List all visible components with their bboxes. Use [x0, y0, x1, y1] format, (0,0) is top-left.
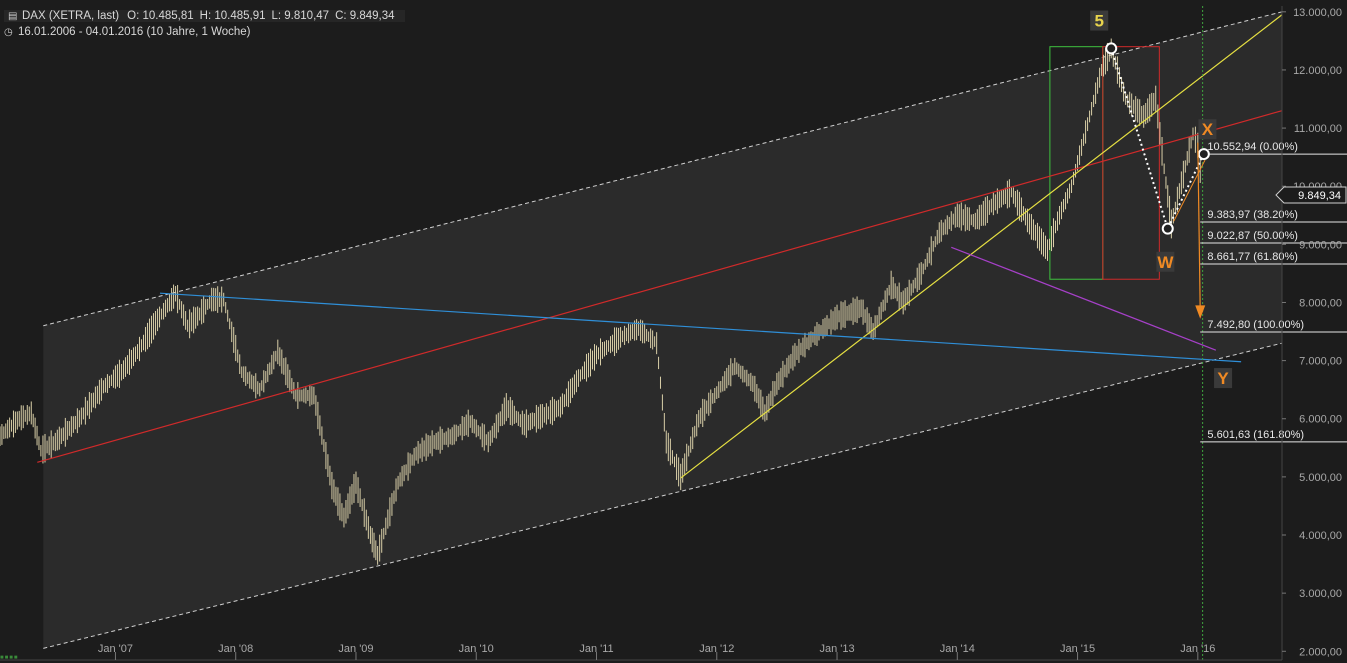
y-tick-label: 6.000,00 [1299, 414, 1342, 426]
x-tick-label: Jan '11 [579, 643, 613, 655]
x-tick-label: Jan '16 [1180, 643, 1215, 655]
long-trend-line [37, 110, 1283, 463]
chart-header: ▤ DAX (XETRA, last) O: 10.485,81 H: 10.485,… [4, 10, 405, 22]
y-tick-label: 12.000,00 [1293, 65, 1342, 77]
x-tick-label: Jan '10 [459, 643, 494, 655]
channel-fill [43, 11, 1283, 649]
x-tick-label: Jan '09 [338, 643, 373, 655]
close-value: C: 9.849,34 [335, 10, 395, 22]
x-tick-label: Jan '12 [699, 643, 734, 655]
y-tick-label: 11.000,00 [1294, 123, 1342, 135]
wave-label-x: X [1202, 120, 1214, 139]
y-tick-label: 7.000,00 [1299, 356, 1342, 368]
wave-label-w: W [1157, 253, 1174, 272]
date-range: ◷ 16.01.2006 - 04.01.2016 (10 Jahre, 1 Wo… [4, 26, 251, 38]
x-tick-label: Jan '13 [819, 643, 854, 655]
fib-level-label: 10.552,94 (0.00%) [1207, 141, 1298, 153]
bar-chart-icon: ▤ [8, 11, 18, 22]
fib-level-label: 8.661,77 (61.80%) [1207, 251, 1298, 263]
clock-icon: ◷ [4, 27, 13, 38]
red-box [1102, 46, 1160, 280]
wave-label-box [1156, 251, 1175, 272]
x-tick-label: Jan '15 [1060, 643, 1095, 655]
current-price-label: 9.849,34 [1298, 190, 1341, 202]
wave-point [1105, 42, 1118, 55]
channel-upper-line [43, 11, 1283, 327]
y-tick-label: 5.000,00 [1299, 472, 1342, 484]
symbol-label: DAX (XETRA, last) [22, 10, 120, 22]
current-price-tag [1275, 186, 1347, 204]
fib-level-label: 5.601,63 (161.80%) [1207, 429, 1304, 441]
channel-lower-line [43, 342, 1283, 649]
support-line [680, 14, 1283, 479]
wave-label-box [1198, 119, 1217, 140]
wave-x-leg [1173, 159, 1206, 222]
blue-trend-line [159, 292, 1242, 363]
status-indicator: ■■■■ [0, 655, 19, 661]
low-value: L: 9.810,47 [271, 10, 330, 22]
y-tick-label: 8.000,00 [1299, 297, 1342, 309]
high-value: H: 10.485,91 [199, 10, 266, 22]
open-value: O: 10.485,81 [127, 10, 194, 22]
wave-point [1161, 222, 1174, 235]
y-tick-label: 3.000,00 [1299, 588, 1342, 600]
date-range-label: 16.01.2006 - 04.01.2016 (10 Jahre, 1 Woc… [18, 26, 251, 38]
fib-level-label: 7.492,80 (100.00%) [1207, 319, 1304, 331]
x-tick-label: Jan '07 [98, 643, 133, 655]
y-tick-label: 2.000,00 [1299, 646, 1342, 658]
y-tick-label: 9.000,00 [1299, 239, 1342, 251]
y-tick-label: 13.000,00 [1293, 7, 1342, 19]
wave-point [1197, 148, 1210, 161]
y-tick-label: 4.000,00 [1299, 530, 1342, 542]
projection-arrow-head [1195, 305, 1206, 319]
x-tick-label: Jan '14 [940, 643, 975, 655]
x-tick-label: Jan '08 [218, 643, 253, 655]
fib-level-label: 9.383,97 (38.20%) [1207, 209, 1298, 221]
projection-arrow-line [1197, 142, 1201, 312]
purple-trend-line [951, 246, 1217, 351]
wave-label-box [1090, 10, 1109, 31]
wave-label-y: Y [1217, 369, 1229, 388]
wave-label-box [1214, 368, 1233, 389]
wave-label-5: 5 [1094, 12, 1103, 31]
fib-level-label: 9.022,87 (50.00%) [1207, 230, 1298, 242]
